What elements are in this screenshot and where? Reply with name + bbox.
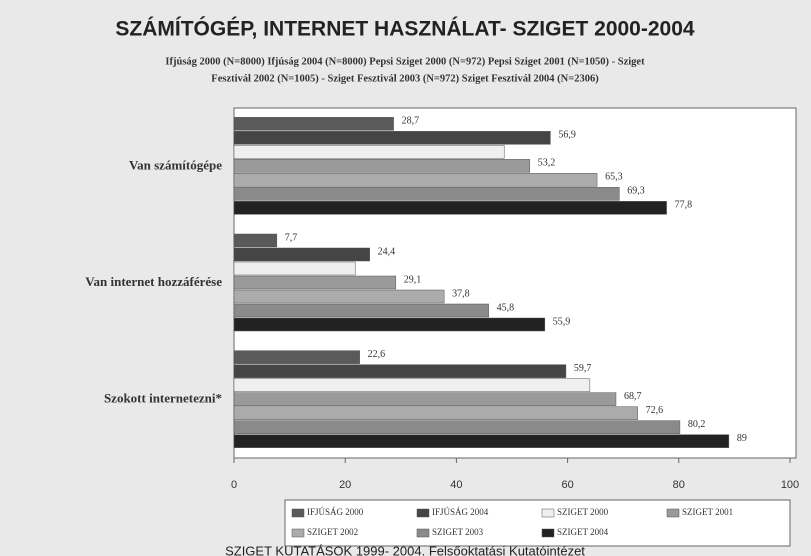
bar [233, 159, 531, 173]
bar [233, 392, 617, 406]
legend [284, 499, 791, 547]
category-label: Szokott internetezni* [104, 391, 222, 406]
legend-swatch [541, 528, 555, 538]
bar [233, 233, 278, 248]
x-tick-label: 0 [231, 479, 237, 491]
value-label: 69,3 [627, 186, 645, 197]
legend-swatch [666, 508, 680, 518]
value-label: 37,8 [452, 288, 470, 299]
legend-label: SZIGET 2000 [557, 507, 609, 517]
bar [233, 173, 598, 187]
legend-label: SZIGET 2001 [682, 507, 733, 517]
subtitle: Ifjúság 2000 (N=8000) Ifjúság 2004 (N=80… [165, 56, 645, 67]
x-tick-label: 20 [339, 479, 351, 491]
bar [233, 131, 551, 145]
bar [233, 117, 394, 131]
value-label: 28,7 [402, 116, 420, 127]
bar [233, 247, 370, 262]
x-tick-label: 40 [450, 479, 462, 491]
legend-label: IFJÚSÁG 2000 [307, 507, 364, 517]
value-label: 22,6 [368, 349, 386, 360]
bar [233, 420, 681, 434]
bar [233, 201, 667, 215]
legend-swatch [416, 528, 430, 538]
legend-label: SZIGET 2004 [557, 527, 609, 537]
value-label: 56,9 [558, 130, 576, 141]
subtitle: Fesztivál 2002 (N=1005) - Sziget Fesztiv… [211, 73, 599, 84]
value-label: 80,2 [688, 419, 706, 430]
legend-swatch [541, 508, 555, 518]
bar [233, 289, 445, 304]
value-label: 68,7 [624, 391, 642, 402]
legend-label: IFJÚSÁG 2004 [432, 507, 489, 517]
x-tick-label: 60 [561, 479, 573, 491]
value-label: 72,6 [646, 405, 664, 416]
legend-swatch [291, 508, 305, 518]
value-label: 65,3 [605, 172, 623, 183]
value-label: 77,8 [675, 200, 693, 211]
value-label: 89 [737, 433, 747, 444]
bar [233, 434, 730, 448]
bar [233, 350, 360, 364]
category-label: Van internet hozzáférése [85, 274, 222, 289]
legend-label: SZIGET 2003 [432, 527, 484, 537]
value-label: 7,7 [285, 232, 298, 243]
bar [233, 364, 567, 378]
legend-swatch [416, 508, 430, 518]
legend-swatch [291, 528, 305, 538]
value-label: 55,9 [553, 316, 571, 327]
category-label: Van számítógépe [129, 157, 222, 172]
value-label: 45,8 [497, 302, 515, 313]
bar [233, 275, 397, 290]
value-label: 24,4 [378, 246, 396, 257]
value-label: 53,2 [538, 158, 556, 169]
x-tick-label: 80 [673, 479, 685, 491]
legend-label: SZIGET 2002 [307, 527, 358, 537]
bar [233, 303, 489, 318]
bar [233, 406, 638, 420]
bar [233, 317, 546, 332]
bar [233, 187, 620, 201]
value-label: 59,7 [574, 363, 592, 374]
chart-title: SZÁMÍTÓGÉP, INTERNET HASZNÁLAT- SZIGET 2… [115, 17, 694, 41]
bar [233, 378, 591, 392]
value-label: 29,1 [404, 274, 422, 285]
bar [233, 261, 356, 276]
bar [233, 145, 505, 159]
footer: SZIGET KUTATÁSOK 1999- 2004. Felsőoktatá… [225, 543, 585, 556]
x-tick-label: 100 [781, 479, 799, 491]
